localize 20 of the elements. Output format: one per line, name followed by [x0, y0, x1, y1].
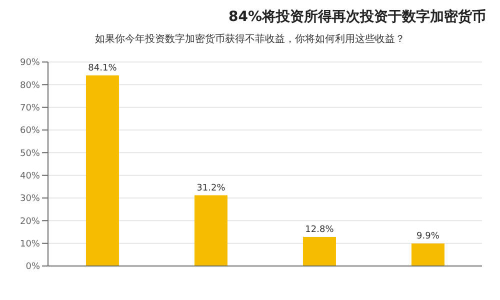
data-label: 31.2%	[196, 183, 226, 194]
y-tick-label: 20%	[20, 216, 40, 227]
y-tick-label: 10%	[20, 240, 40, 250]
y-tick-label: 80%	[20, 80, 40, 91]
chart-title: 84%将投资所得再次投资于数字加密货币	[227, 8, 486, 26]
bar	[411, 244, 444, 266]
y-tick-label: 90%	[20, 58, 40, 68]
data-label: 12.8%	[305, 224, 334, 235]
bar	[194, 195, 228, 266]
y-tick-label: 30%	[20, 194, 40, 204]
chart-subtitle: 如果你今年投资数字加密货币获得不菲收益，你将如何利用这些收益？	[94, 32, 406, 46]
data-label: 9.9%	[416, 232, 440, 242]
bar	[302, 236, 336, 266]
y-tick-label: 60%	[20, 126, 40, 136]
data-label: 84.1%	[88, 63, 118, 74]
y-tick-label: 70%	[20, 104, 40, 114]
bar	[86, 75, 119, 266]
y-tick-label: 40%	[20, 172, 40, 182]
y-tick-label: 50%	[20, 148, 40, 159]
y-tick-label: 0%	[26, 262, 40, 272]
